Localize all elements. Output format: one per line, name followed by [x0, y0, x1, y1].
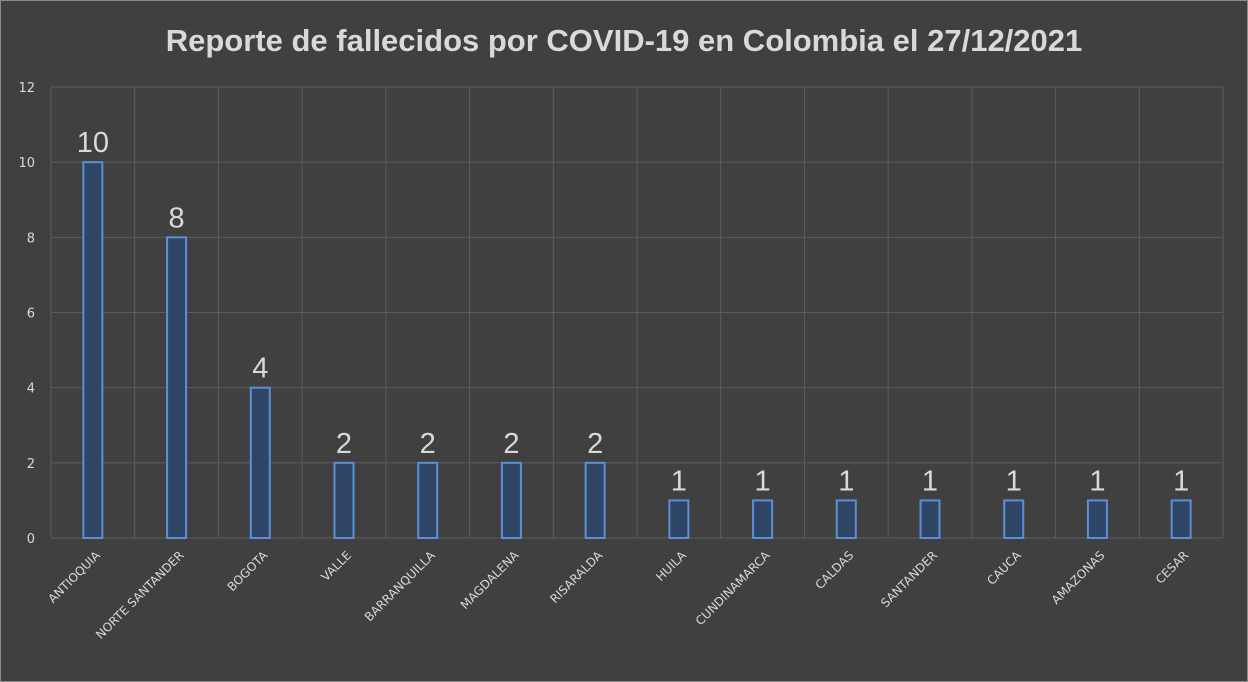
y-tick-label: 6: [27, 307, 35, 322]
bar: [417, 461, 439, 540]
data-label: 2: [336, 428, 352, 460]
x-tick-label: AMAZONAS: [1049, 548, 1108, 607]
x-tick-label: BOGOTA: [225, 548, 271, 594]
x-tick-label: MAGDALENA: [458, 548, 522, 612]
data-label: 2: [587, 428, 603, 460]
data-label: 1: [1089, 465, 1105, 497]
x-tick-label: CALDAS: [812, 548, 856, 592]
bar: [249, 386, 271, 539]
bar: [333, 461, 355, 540]
x-tick-label: ANTIOQUIA: [45, 548, 103, 606]
y-tick-label: 10: [18, 156, 35, 171]
x-tick-label: CESAR: [1153, 548, 1191, 586]
bar: [500, 461, 522, 540]
x-tick-label: NORTE SANTANDER: [93, 548, 187, 642]
data-label: 4: [252, 353, 268, 385]
bar: [752, 499, 774, 539]
bar: [584, 461, 606, 540]
data-label: 1: [838, 465, 854, 497]
data-label: 1: [1173, 465, 1189, 497]
x-tick-label: RISARALDA: [547, 548, 605, 606]
bar: [835, 499, 857, 539]
x-tick-label: VALLE: [318, 548, 354, 584]
x-tick-label: SANTANDER: [878, 548, 940, 610]
x-tick-label: BARRANQUILLA: [362, 548, 439, 625]
chart-title: Reporte de fallecidos por COVID-19 en Co…: [165, 23, 1083, 58]
y-tick-label: 8: [27, 231, 35, 246]
bar: [668, 499, 690, 539]
data-label: 1: [922, 465, 938, 497]
data-label: 2: [503, 428, 519, 460]
data-label: 1: [755, 465, 771, 497]
x-tick-label: CAUCA: [984, 548, 1024, 588]
data-label: 10: [77, 127, 109, 159]
data-label: 1: [671, 465, 687, 497]
y-tick-label: 12: [18, 81, 35, 96]
data-label: 2: [420, 428, 436, 460]
bar: [919, 499, 941, 539]
y-tick-label: 4: [27, 382, 35, 397]
bar: [82, 161, 104, 540]
x-tick-label: HUILA: [653, 548, 689, 584]
bar: [166, 236, 188, 539]
y-tick-label: 0: [27, 532, 35, 547]
bar: [1086, 499, 1108, 539]
bar: [1170, 499, 1192, 539]
data-label: 1: [1006, 465, 1022, 497]
data-label: 8: [169, 202, 185, 234]
x-tick-label: CUNDINAMARCA: [693, 548, 773, 628]
bar: [1003, 499, 1025, 539]
y-tick-label: 2: [27, 457, 35, 472]
